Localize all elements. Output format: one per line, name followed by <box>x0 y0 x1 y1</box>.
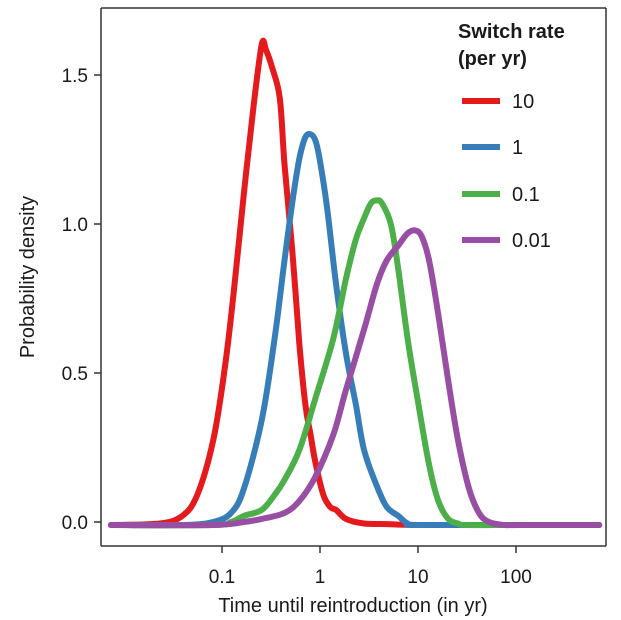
legend-item-1: 1 <box>462 137 523 159</box>
y-tick-label: 0.5 <box>62 364 88 385</box>
series-line-0.01 <box>107 227 603 529</box>
y-tick-label: 1.0 <box>62 215 88 236</box>
legend-item-0.1: 0.1 <box>462 184 540 206</box>
legend-label: 0.01 <box>512 230 551 252</box>
x-tick-2: 10 <box>407 546 429 588</box>
x-axis-title: Time until reintroduction (in yr) <box>218 595 487 617</box>
legend-title-line1: Switch rate <box>458 21 565 43</box>
x-tick-1: 1 <box>315 546 326 588</box>
y-tick-label: 0.0 <box>62 513 88 534</box>
series-line-1 <box>107 130 603 529</box>
plot-area-frame <box>100 7 607 547</box>
legend: Switch rate (per yr) 10 1 0.1 0.01 <box>458 21 565 252</box>
y-tick-label: 1.5 <box>62 66 88 87</box>
x-tick-0: 0.1 <box>209 546 235 588</box>
legend-item-0.01: 0.01 <box>462 230 551 252</box>
legend-label: 10 <box>512 91 534 113</box>
legend-item-10: 10 <box>462 91 534 113</box>
y-axis-title: Probability density <box>17 196 39 358</box>
series-line-0.1 <box>107 197 603 529</box>
x-tick-label: 1 <box>315 567 326 588</box>
series-line-10 <box>107 37 603 529</box>
y-tick-3: 1.5 <box>62 66 101 87</box>
x-tick-label: 10 <box>407 567 428 588</box>
legend-label: 0.1 <box>512 184 540 206</box>
legend-label: 1 <box>512 137 523 159</box>
x-tick-label: 100 <box>500 567 532 588</box>
y-tick-0: 0.0 <box>62 513 101 534</box>
y-tick-1: 0.5 <box>62 364 101 385</box>
x-tick-3: 100 <box>500 546 532 588</box>
x-tick-label: 0.1 <box>209 567 235 588</box>
legend-title-line2: (per yr) <box>458 48 527 70</box>
x-axis: 0.1 1 10 100 Time until reintroduction (… <box>209 546 532 617</box>
series-layer <box>107 37 603 529</box>
y-axis: 0.0 0.5 1.0 1.5 Probability density <box>17 66 101 534</box>
y-tick-2: 1.0 <box>62 215 101 236</box>
